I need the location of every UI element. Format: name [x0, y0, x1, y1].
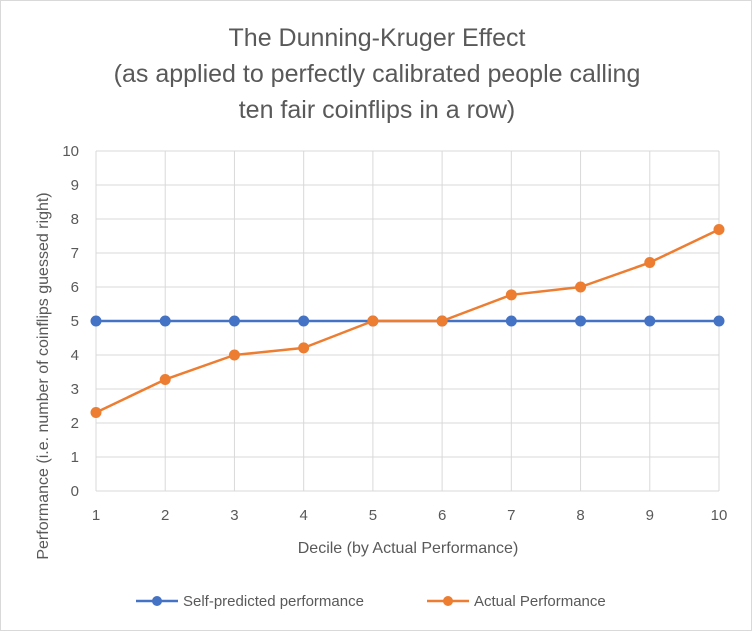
chart-title-line-3: ten fair coinflips in a row) — [239, 96, 516, 124]
data-point — [298, 342, 310, 354]
data-point — [367, 315, 379, 327]
data-point — [713, 315, 725, 327]
series-layer — [90, 224, 725, 418]
x-tick-label: 5 — [369, 507, 377, 524]
legend-swatch-marker — [152, 596, 162, 606]
legend-label: Actual Performance — [474, 593, 606, 610]
data-point — [713, 224, 725, 236]
x-tick-label: 2 — [161, 507, 169, 524]
data-point — [436, 315, 448, 327]
x-tick-label: 3 — [230, 507, 238, 524]
series-2 — [90, 224, 725, 418]
x-tick-label: 1 — [92, 507, 100, 524]
y-tick-label: 0 — [71, 483, 79, 500]
y-tick-label: 4 — [71, 347, 79, 364]
data-point — [228, 349, 240, 361]
x-axis-title: Decile (by Actual Performance) — [298, 540, 519, 557]
y-tick-label: 3 — [71, 381, 79, 398]
data-point — [159, 315, 171, 327]
y-tick-label: 5 — [71, 313, 79, 330]
legend-item-2: Actual Performance — [427, 593, 606, 610]
y-tick-label: 7 — [71, 245, 79, 262]
y-axis-title: Performance (i.e. number of coinflips gu… — [35, 192, 52, 559]
x-tick-label: 6 — [438, 507, 446, 524]
data-point — [90, 406, 102, 418]
legend-swatch-marker — [443, 596, 453, 606]
y-tick-label: 2 — [71, 415, 79, 432]
data-point — [505, 315, 517, 327]
data-point — [505, 289, 517, 301]
y-tick-label: 8 — [71, 211, 79, 228]
legend: Self-predicted performance Actual Perform… — [136, 593, 606, 610]
data-point — [159, 373, 171, 385]
legend-item-1: Self-predicted performance — [136, 593, 364, 610]
series-line — [95, 228, 720, 414]
x-tick-label: 4 — [299, 507, 307, 524]
data-point — [575, 315, 587, 327]
x-tick-labels: 1 2 3 4 5 6 7 8 9 10 — [92, 507, 728, 524]
data-point — [90, 315, 102, 327]
legend-label: Self-predicted performance — [183, 593, 364, 610]
data-point — [228, 315, 240, 327]
x-tick-label: 7 — [507, 507, 515, 524]
x-tick-label: 10 — [711, 507, 728, 524]
y-tick-label: 1 — [71, 449, 79, 466]
y-tick-label: 6 — [71, 279, 79, 296]
y-tick-labels: 0 1 2 3 4 5 6 7 8 9 10 — [62, 143, 79, 500]
chart-title-line-1: The Dunning-Kruger Effect — [229, 24, 526, 52]
y-tick-label: 9 — [71, 177, 79, 194]
data-point — [298, 315, 310, 327]
y-tick-label: 10 — [62, 143, 79, 160]
x-tick-label: 8 — [576, 507, 584, 524]
data-point — [644, 315, 656, 327]
x-tick-label: 9 — [646, 507, 654, 524]
chart-title-line-2: (as applied to perfectly calibrated peop… — [114, 60, 641, 88]
data-point — [644, 257, 656, 269]
chart-title: The Dunning-Kruger Effect (as applied to… — [114, 24, 641, 124]
data-point — [575, 281, 587, 293]
